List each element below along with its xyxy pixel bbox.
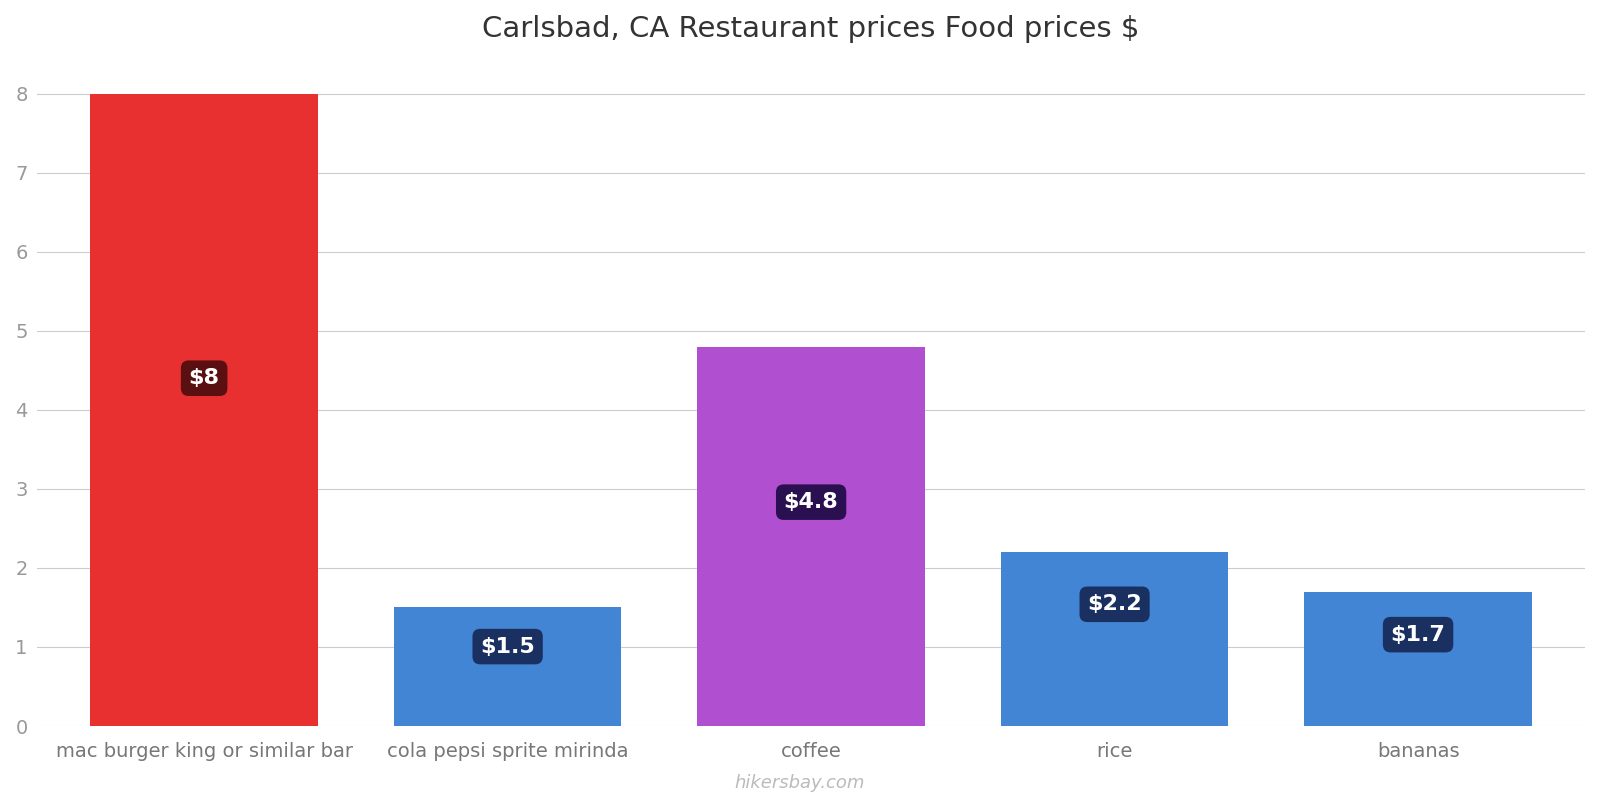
Text: $2.2: $2.2 [1088, 594, 1142, 614]
Title: Carlsbad, CA Restaurant prices Food prices $: Carlsbad, CA Restaurant prices Food pric… [483, 15, 1139, 43]
Text: $1.7: $1.7 [1390, 625, 1445, 645]
Text: $8: $8 [189, 368, 219, 388]
Bar [1304, 592, 1531, 726]
Text: $4.8: $4.8 [784, 492, 838, 512]
Bar [394, 607, 621, 726]
Text: $1.5: $1.5 [480, 637, 534, 657]
Bar [1000, 552, 1229, 726]
Bar [698, 346, 925, 726]
Text: hikersbay.com: hikersbay.com [734, 774, 866, 792]
Bar [90, 94, 318, 726]
